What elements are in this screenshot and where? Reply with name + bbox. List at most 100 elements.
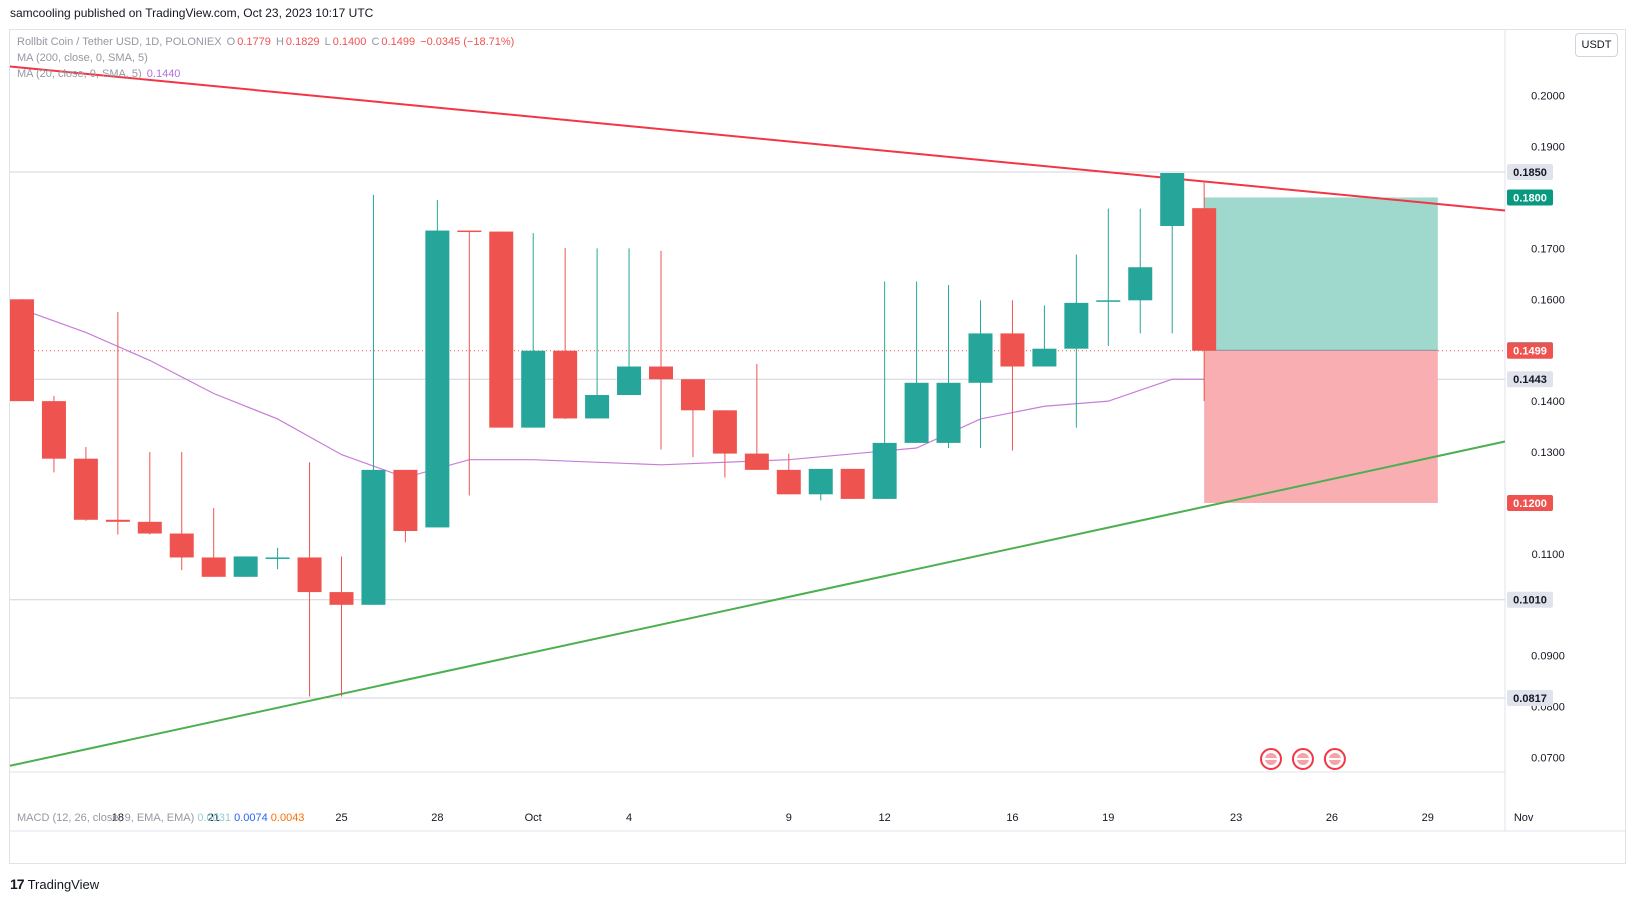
time-tick-label: 18 bbox=[112, 812, 124, 824]
price-badge-box bbox=[1507, 164, 1553, 180]
candle-body bbox=[1192, 208, 1217, 351]
tradingview-brand: TradingView bbox=[27, 876, 100, 892]
candle-body bbox=[968, 333, 993, 383]
candle bbox=[521, 233, 546, 428]
candle-body bbox=[585, 395, 610, 419]
time-tick-label: 19 bbox=[1102, 812, 1114, 824]
resistance-trendline bbox=[9, 65, 1506, 212]
candle bbox=[776, 453, 801, 495]
price-badge-box bbox=[1507, 690, 1553, 706]
candle-body bbox=[936, 382, 961, 443]
time-tick-label: 12 bbox=[879, 812, 891, 824]
price-badge-box bbox=[1507, 342, 1553, 359]
time-tick-label: 25 bbox=[335, 812, 347, 824]
price-tick-label: 0.1100 bbox=[1532, 549, 1565, 561]
price-badge-box bbox=[1507, 591, 1553, 608]
candle bbox=[1064, 254, 1089, 428]
time-tick-label: 28 bbox=[431, 812, 443, 824]
legend-ma20-value: 0.1440 bbox=[146, 68, 181, 80]
macd-value-2: 0.0074 bbox=[234, 812, 268, 824]
price-badge-label: 0.1499 bbox=[1513, 346, 1547, 358]
candle bbox=[936, 285, 961, 448]
legend-low: 0.1400 bbox=[332, 36, 367, 48]
price-badge-label: 0.1010 bbox=[1513, 595, 1547, 607]
tradingview-logo[interactable]: 17 TradingView bbox=[10, 876, 99, 892]
legend-open: 0.1779 bbox=[237, 36, 271, 48]
legend-open-label: O bbox=[226, 36, 236, 48]
price-badge-label: 0.1200 bbox=[1513, 498, 1547, 510]
macd-value-3: 0.0043 bbox=[270, 812, 305, 824]
price-tick-label: 0.1900 bbox=[1531, 142, 1565, 154]
candles-layer bbox=[10, 173, 1217, 697]
event-icon-stripe bbox=[1265, 758, 1277, 760]
price-tick-label: 0.1600 bbox=[1531, 294, 1565, 306]
candle bbox=[1000, 300, 1025, 451]
economic-event-icon bbox=[1323, 748, 1346, 770]
price-badge-label: 0.1800 bbox=[1513, 192, 1547, 204]
macd-label: MACD (12, 26, close, 9, EMA, EMA) bbox=[17, 812, 195, 824]
candle bbox=[137, 452, 162, 535]
price-tick-label: 0.0700 bbox=[1531, 753, 1565, 765]
time-tick-label: 26 bbox=[1326, 812, 1338, 824]
macd-legend[interactable]: MACD (12, 26, close, 9, EMA, EMA) 0.0031… bbox=[17, 812, 304, 824]
price-badge-stop: 0.1200 bbox=[1507, 494, 1553, 511]
candle bbox=[41, 396, 66, 473]
candle-body bbox=[233, 556, 258, 577]
legend-low-label: L bbox=[324, 36, 331, 48]
candle bbox=[10, 299, 34, 402]
economic-event-icon bbox=[1291, 748, 1314, 770]
legend-ma20: MA (20, close, 0, SMA, 5) bbox=[17, 68, 142, 80]
candle bbox=[649, 250, 673, 450]
candle bbox=[617, 248, 642, 396]
legend-close: 0.1499 bbox=[381, 36, 416, 48]
candle bbox=[457, 230, 482, 496]
time-tick-label: 29 bbox=[1422, 812, 1434, 824]
candle-body bbox=[489, 231, 514, 428]
candle bbox=[1096, 208, 1121, 347]
ma20-line bbox=[21, 308, 1205, 479]
candle-body bbox=[680, 379, 705, 411]
candle-body bbox=[329, 592, 354, 605]
candle-body bbox=[10, 299, 34, 402]
legend-ma200-row[interactable]: MA (200, close, 0, SMA, 5) bbox=[17, 50, 516, 66]
candle bbox=[201, 508, 226, 577]
price-badge-level: 0.1443 bbox=[1507, 371, 1553, 388]
price-badge-box bbox=[1507, 189, 1553, 206]
candle bbox=[489, 231, 514, 428]
candle-body bbox=[361, 469, 386, 605]
price-badge-level: 0.1010 bbox=[1507, 591, 1553, 608]
candle bbox=[712, 410, 737, 478]
candle-body bbox=[840, 468, 865, 499]
candle bbox=[329, 556, 354, 697]
price-tick-label: 0.0900 bbox=[1531, 651, 1565, 663]
candle-body bbox=[649, 366, 673, 380]
currency-button[interactable]: USDT bbox=[1575, 33, 1618, 57]
event-icon-stripe bbox=[1296, 758, 1309, 760]
candle-body bbox=[744, 453, 769, 470]
price-badge-box bbox=[1507, 371, 1553, 388]
stop-zone bbox=[1204, 350, 1438, 503]
candle-body bbox=[617, 366, 642, 396]
candle bbox=[904, 281, 929, 443]
candle-body bbox=[1160, 173, 1185, 226]
legend-ma20-row[interactable]: MA (20, close, 0, SMA, 5) 0.1440 bbox=[17, 66, 516, 82]
price-badge-box bbox=[1507, 494, 1553, 511]
candle-body bbox=[553, 350, 578, 419]
candle-body bbox=[425, 230, 450, 528]
macd-value-1: 0.0031 bbox=[197, 812, 231, 824]
support-trendline bbox=[9, 440, 1506, 767]
publisher-caption: samcooling published on TradingView.com,… bbox=[10, 6, 374, 20]
candle bbox=[169, 452, 194, 571]
position-zones bbox=[1204, 197, 1438, 503]
candle-body bbox=[1128, 267, 1153, 301]
legend-symbol-row: Rollbit Coin / Tether USD, 1D, POLONIEX … bbox=[17, 34, 516, 50]
price-badge-last: 0.1499 bbox=[1507, 342, 1553, 359]
candle-body bbox=[265, 557, 290, 559]
candle bbox=[1192, 182, 1217, 402]
time-tick-label: Nov bbox=[1514, 812, 1534, 824]
legend-ma200: MA (200, close, 0, SMA, 5) bbox=[17, 52, 148, 64]
price-badge-label: 0.1443 bbox=[1513, 374, 1547, 386]
candle bbox=[553, 247, 578, 419]
ma20-line-layer bbox=[21, 308, 1205, 479]
